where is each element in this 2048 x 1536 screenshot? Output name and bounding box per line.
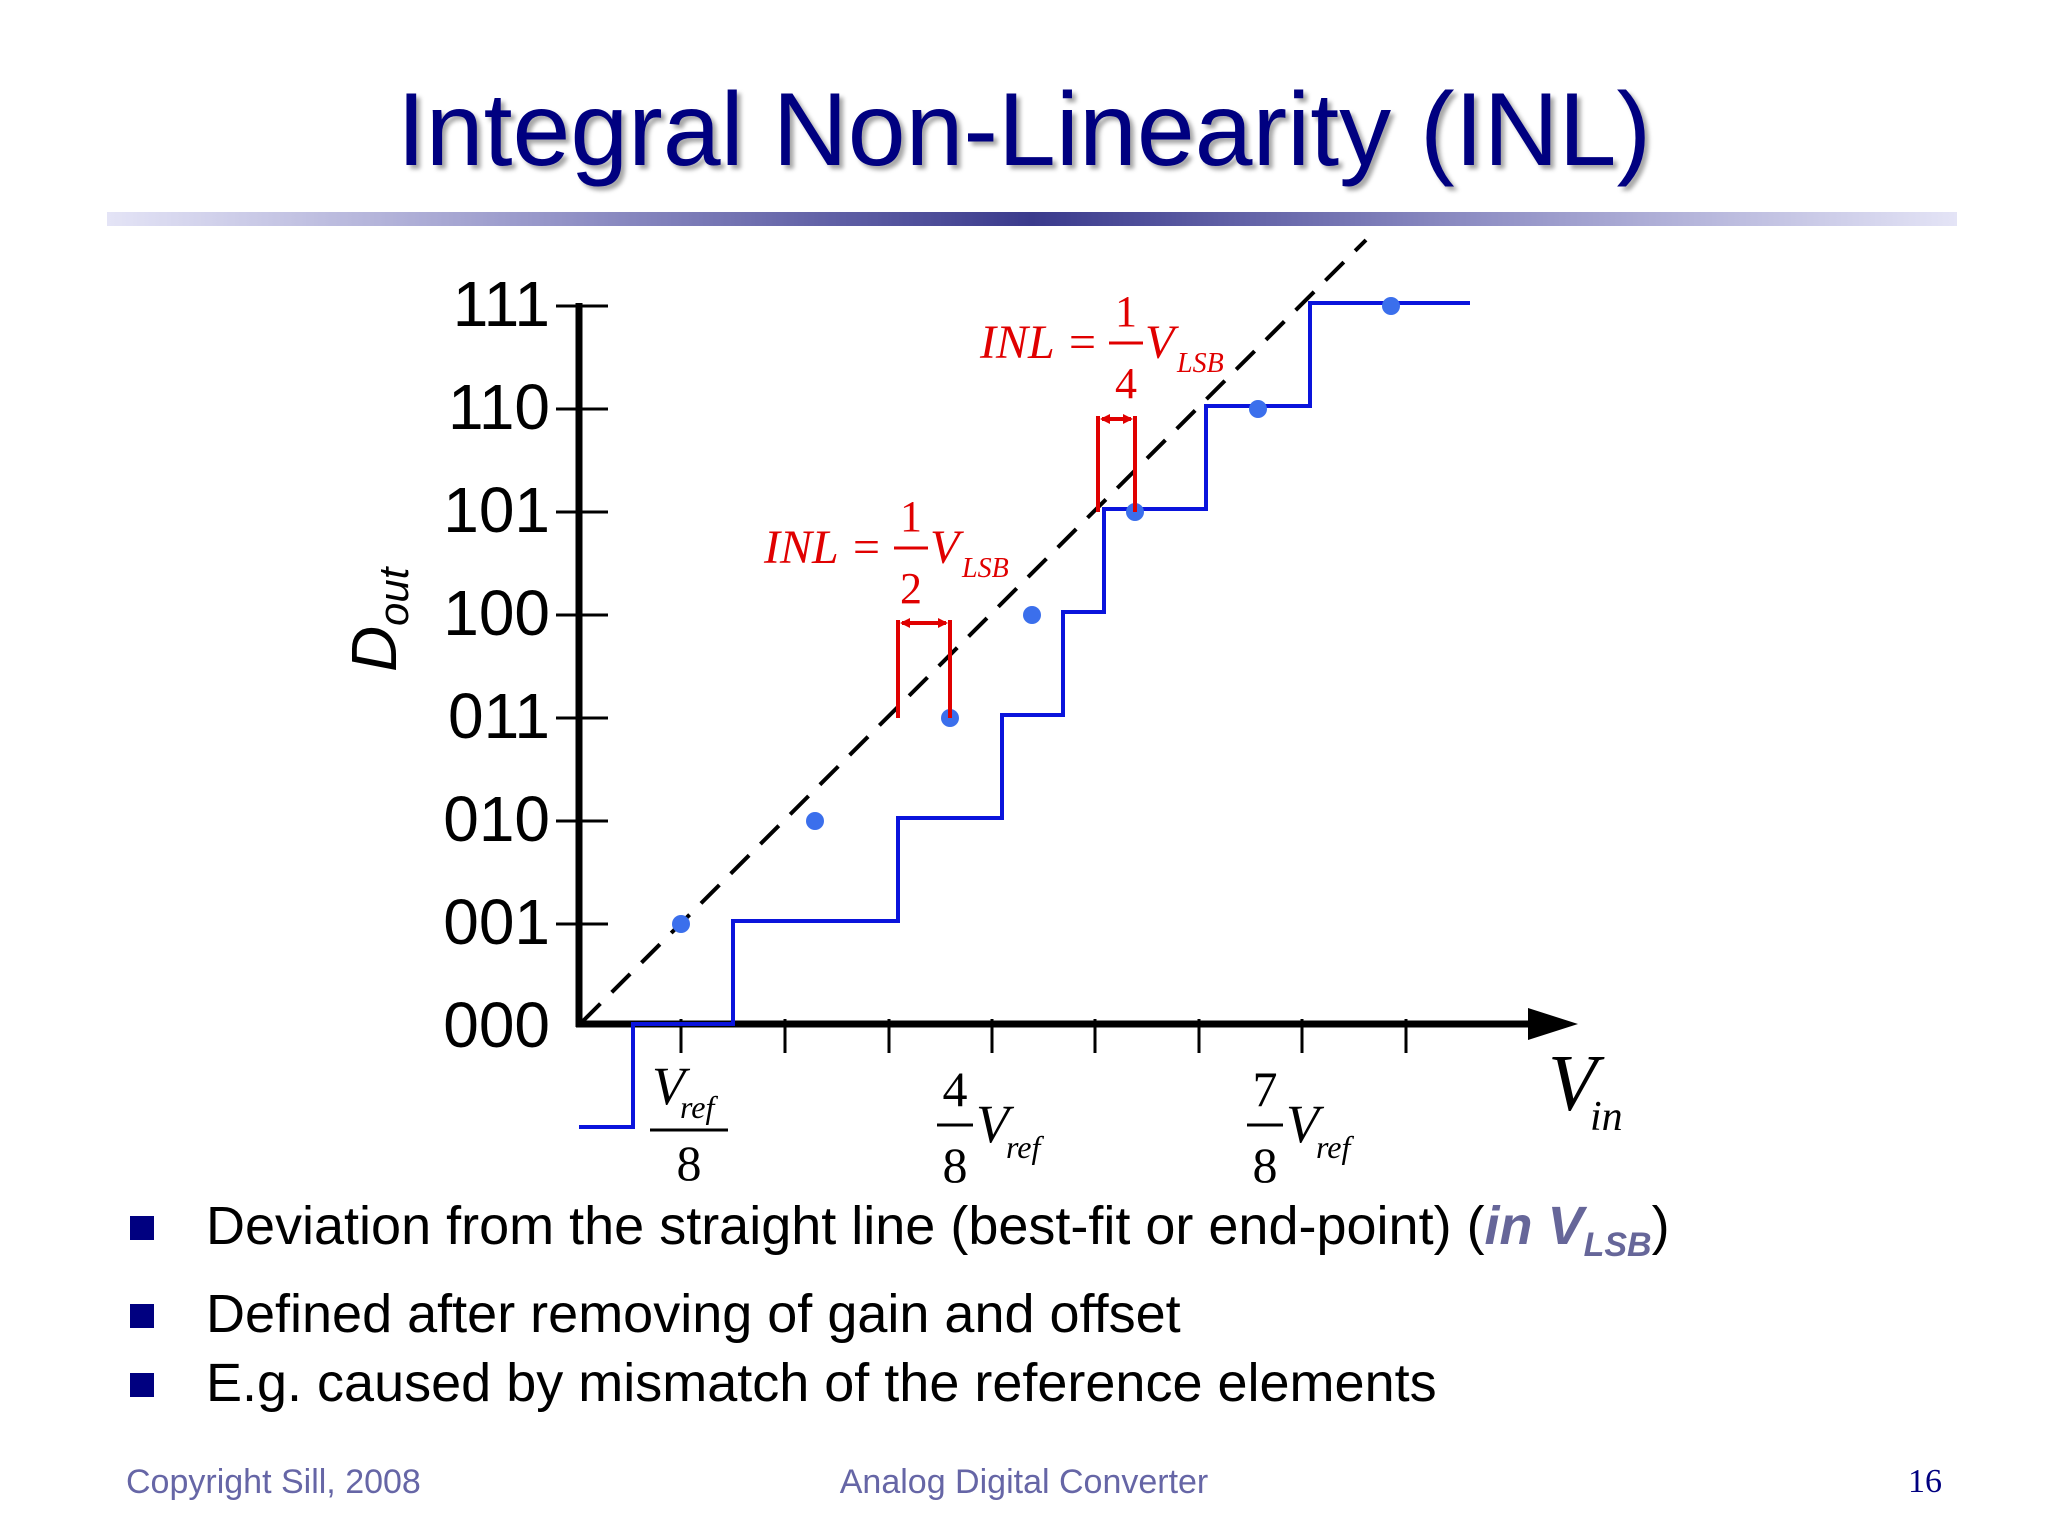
x-label-4-num: 4 [943,1061,968,1117]
x-label-4-den: 8 [943,1137,968,1193]
x-label-1-den: 8 [677,1135,702,1191]
bullet-item: Defined after removing of gain and offse… [126,1280,1976,1349]
inl-half-v: V [930,521,964,574]
bullet-text: Defined after removing of gain and offse… [206,1283,1181,1344]
bullet-highlight: in VLSB [1484,1196,1652,1264]
transfer-staircase [579,301,1470,1129]
x-label-7-v: V [1286,1094,1325,1154]
page-number: 16 [1908,1463,1942,1500]
y-tick-label-110: 110 [448,371,550,443]
bullet-item: Deviation from the straight line (best-f… [126,1192,1976,1280]
bullet-list: Deviation from the straight line (best-f… [126,1192,1976,1418]
ideal-line [580,238,1368,1024]
bullet-text: Deviation from the straight line (best-f… [206,1196,1485,1256]
y-axis-title: D [338,626,410,672]
y-tick-label-011: 011 [448,680,550,752]
bullet-highlight-sub: LSB [1583,1225,1652,1264]
x-label-4-v: V [976,1094,1015,1154]
x-axis-title-sub: in [1590,1094,1623,1140]
inl-quarter-numerator: 1 [1115,287,1137,336]
x-axis-title: V [1548,1040,1605,1128]
footer-copyright: Copyright Sill, 2008 [126,1463,421,1501]
y-tick-label-001: 001 [443,886,550,958]
bullet-square-icon [130,1372,154,1397]
title-divider [107,212,1957,226]
bullet-square-icon [130,1216,154,1240]
x-label-7-sub: ref [1316,1129,1354,1165]
x-label-1-sub: ref [680,1089,718,1125]
bullet-tail: ) [1651,1196,1670,1256]
y-axis-title-sub: out [370,565,417,626]
y-tick-label-010: 010 [443,783,550,855]
bullet-highlight-text: in V [1484,1196,1584,1256]
x-label-7-den: 8 [1253,1137,1278,1193]
code-midpoint-dot [1382,297,1400,315]
y-tick-label-101: 101 [443,474,550,546]
x-label-1-v: V [652,1056,691,1116]
bullet-text: E.g. caused by mismatch of the reference… [206,1352,1437,1413]
inl-half-label: INL = [763,521,882,574]
bullet-item: E.g. caused by mismatch of the reference… [126,1349,1976,1418]
code-midpoint-dot [806,812,824,830]
code-midpoint-dot [1023,606,1041,624]
inl-half-denominator: 2 [900,564,922,613]
code-midpoint-dot [1249,400,1267,418]
inl-quarter-label: INL = [979,316,1098,369]
x-label-4-sub: ref [1006,1129,1044,1165]
inl-half-numerator: 1 [900,492,922,541]
bullet-square-icon [130,1303,154,1328]
inl-quarter-v: V [1145,316,1179,369]
slide-title: Integral Non-Linearity (INL) [396,72,1652,188]
y-tick-label-100: 100 [443,577,550,649]
x-label-7-num: 7 [1253,1061,1278,1117]
y-tick-label-111: 111 [453,268,550,340]
code-midpoint-dot [672,915,690,933]
y-tick-label-000: 000 [443,989,550,1061]
inl-quarter-denominator: 4 [1115,359,1137,408]
x-axis-arrowhead [1528,1008,1578,1040]
inl-half-v-sub: LSB [961,553,1009,584]
footer-course-title: Analog Digital Converter [839,1463,1209,1501]
inl-quarter-v-sub: LSB [1176,348,1224,379]
